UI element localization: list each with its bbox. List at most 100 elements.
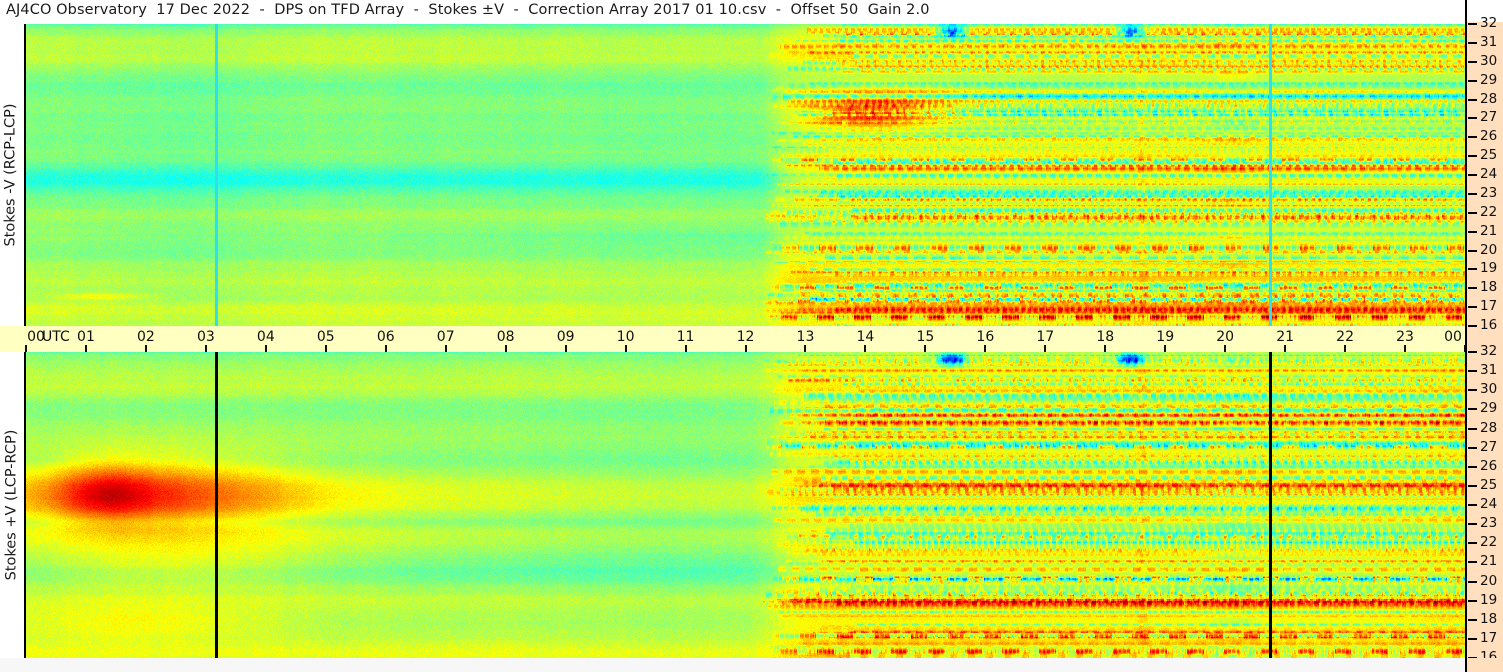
freq-tick-mark	[1468, 484, 1477, 487]
time-tick	[924, 345, 927, 352]
freq-tick-label: 17	[1480, 298, 1498, 315]
panel-left-border-bottom	[24, 352, 26, 658]
time-axis[interactable]: 00 01 02 03 04 05 06 07 08 09 10 11 12 13 14 15 16 17 18 19…	[0, 326, 1466, 352]
freq-tick-mark	[1468, 599, 1477, 602]
freq-tick-label: 18	[1480, 610, 1498, 627]
title-bar: AJ4CO Observatory 17 Dec 2022 - DPS on T…	[0, 0, 1503, 23]
freq-tick-label: 24	[1480, 496, 1498, 512]
freq-tick-label: 22	[1480, 203, 1498, 220]
freq-tick-mark	[1468, 351, 1477, 353]
time-tick-label: 22	[1336, 329, 1354, 345]
freq-tick-label: 21	[1480, 553, 1498, 570]
freq-tick-label: 32	[1480, 15, 1498, 31]
freq-tick-label: 20	[1480, 572, 1498, 589]
freq-tick-label: 20	[1480, 241, 1498, 258]
freq-tick-label: 27	[1480, 438, 1498, 455]
freq-axis-bottom[interactable]: 32 31 30 29 28 27 26 25 24 23 22 21 20 19 18 17 16	[1465, 339, 1503, 672]
freq-tick-mark	[1468, 192, 1477, 195]
time-tick-label: 06	[376, 329, 395, 345]
time-tick	[324, 345, 327, 352]
freq-tick-label: 23	[1480, 184, 1498, 201]
time-tick-label: 00	[27, 329, 45, 345]
time-tick	[684, 345, 687, 352]
time-tick-label: 11	[676, 329, 695, 345]
time-tick-label: 09	[556, 329, 575, 345]
freq-tick-label: 30	[1480, 381, 1498, 398]
freq-tick-mark	[1468, 542, 1477, 545]
freq-tick-mark	[1468, 117, 1477, 120]
freq-axis-top-spacer	[1467, 0, 1503, 22]
freq-tick-mark	[1468, 268, 1477, 271]
freq-tick-mark	[1468, 249, 1477, 252]
time-tick	[564, 345, 567, 352]
freq-tick-label: 22	[1480, 534, 1498, 551]
time-tick-label: 17	[1036, 329, 1055, 345]
freq-tick-mark	[1468, 446, 1477, 449]
time-tick-label: 03	[196, 329, 215, 345]
freq-tick-mark	[1468, 427, 1477, 430]
freq-tick-label: 25	[1480, 147, 1498, 164]
freq-tick-label: 28	[1480, 90, 1498, 107]
time-tick	[1164, 345, 1167, 352]
time-tick-label: 19	[1156, 329, 1175, 345]
time-tick	[1104, 345, 1107, 352]
time-tick	[1224, 345, 1227, 352]
time-tick	[204, 345, 207, 352]
time-tick	[1404, 345, 1407, 352]
time-tick	[444, 345, 447, 352]
freq-tick-label: 25	[1480, 476, 1498, 493]
time-tick	[804, 345, 807, 352]
time-tick-label: 05	[316, 329, 335, 345]
spectrogram-panel-top[interactable]	[24, 24, 1465, 326]
freq-tick-label: 29	[1480, 71, 1498, 88]
time-tick	[624, 345, 627, 352]
time-tick-label: 14	[856, 329, 875, 345]
time-tick	[264, 345, 267, 352]
spectrogram-canvas-bottom[interactable]	[24, 352, 1465, 658]
time-axis-ticks: 00 01 02 03 04 05 06 07 08 09 10 11 12 13 14 15 16 17 18 19…	[0, 326, 1466, 352]
time-tick	[384, 345, 387, 352]
freq-tick-mark	[1468, 287, 1477, 290]
y-axis-title-top-text: Stokes -V (RCP-LCP)	[3, 103, 20, 247]
time-tick-label: 20	[1216, 329, 1235, 345]
freq-tick-mark	[1468, 79, 1477, 82]
time-tick-label: 08	[496, 329, 515, 345]
page-title: AJ4CO Observatory 17 Dec 2022 - DPS on T…	[6, 2, 930, 18]
time-tick-label: 02	[136, 329, 155, 345]
time-tick	[504, 345, 507, 352]
time-tick	[25, 345, 27, 352]
freq-tick-mark	[1468, 23, 1477, 25]
freq-tick-mark	[1468, 155, 1477, 158]
freq-tick-mark	[1468, 504, 1477, 506]
freq-tick-mark	[1468, 580, 1477, 583]
freq-tick-mark	[1468, 230, 1477, 233]
time-tick	[1044, 345, 1047, 352]
y-axis-title-bottom-text: Stokes +V (LCP-RCP)	[3, 429, 19, 581]
freq-tick-mark	[1468, 370, 1477, 373]
y-axis-title-bottom: Stokes +V (LCP-RCP)	[0, 352, 22, 658]
freq-tick-mark	[1468, 389, 1477, 392]
spectrogram-panel-bottom[interactable]	[24, 352, 1465, 658]
bottom-spacer	[0, 658, 1465, 672]
time-tick-label: 07	[436, 329, 455, 345]
freq-tick-mark	[1468, 465, 1477, 468]
time-tick-label: 00	[1444, 329, 1462, 345]
time-tick-label: 04	[256, 329, 275, 345]
time-tick	[1344, 345, 1347, 352]
spectrogram-canvas-top[interactable]	[24, 24, 1465, 326]
freq-tick-mark	[1468, 136, 1477, 139]
freq-tick-label: 26	[1480, 457, 1498, 474]
time-tick	[1284, 345, 1287, 352]
time-tick	[984, 345, 987, 352]
time-tick-label: 13	[796, 329, 815, 345]
time-axis-unit-label: UTC	[42, 329, 70, 345]
time-tick-label: 15	[916, 329, 935, 345]
time-tick-label: 18	[1096, 329, 1115, 345]
freq-tick-mark	[1468, 523, 1477, 526]
time-tick-label: 01	[77, 329, 95, 345]
freq-axis-top[interactable]: 32 31 30 29 28 27 26 25 24 23 22 21 20 19 18 17 16	[1465, 0, 1503, 339]
freq-tick-mark	[1468, 211, 1477, 214]
time-tick-label: 23	[1396, 329, 1414, 345]
y-axis-title-top: Stokes -V (RCP-LCP)	[0, 24, 22, 326]
freq-tick-label: 27	[1480, 109, 1498, 126]
